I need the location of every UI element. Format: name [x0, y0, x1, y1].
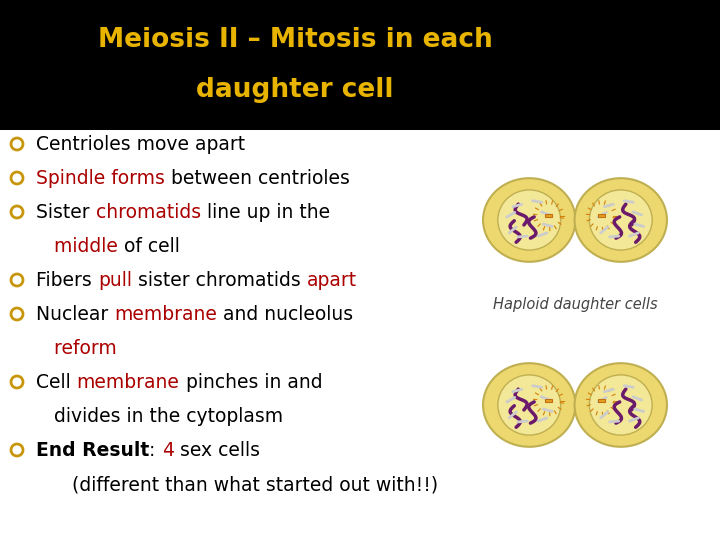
- Text: Haploid daughter cells: Haploid daughter cells: [492, 298, 657, 313]
- Text: and nucleolus: and nucleolus: [217, 306, 354, 325]
- Bar: [0, 0, 720, 130]
- Ellipse shape: [575, 363, 667, 447]
- Ellipse shape: [575, 178, 667, 262]
- Polygon shape: [598, 214, 605, 218]
- Text: :: :: [149, 442, 161, 461]
- Text: End Result: End Result: [36, 442, 149, 461]
- Ellipse shape: [498, 375, 561, 435]
- Polygon shape: [598, 399, 605, 402]
- Text: between centrioles: between centrioles: [165, 170, 350, 188]
- Text: pinches in and: pinches in and: [179, 374, 323, 393]
- Text: Cell: Cell: [36, 374, 77, 393]
- Polygon shape: [545, 214, 552, 218]
- Text: pull: pull: [98, 272, 132, 291]
- Text: Sister: Sister: [36, 204, 96, 222]
- Text: apart: apart: [307, 272, 356, 291]
- Text: (different than what started out with!!): (different than what started out with!!): [36, 476, 438, 495]
- Text: of cell: of cell: [118, 238, 180, 256]
- Ellipse shape: [483, 363, 575, 447]
- Text: Meiosis II – Mitosis in each: Meiosis II – Mitosis in each: [98, 27, 492, 53]
- Ellipse shape: [498, 190, 561, 250]
- Polygon shape: [545, 399, 552, 402]
- Text: Nuclear: Nuclear: [36, 306, 114, 325]
- Ellipse shape: [590, 375, 652, 435]
- Text: chromatids: chromatids: [96, 204, 201, 222]
- Text: line up in the: line up in the: [201, 204, 330, 222]
- Text: sex cells: sex cells: [174, 442, 260, 461]
- Text: sister chromatids: sister chromatids: [132, 272, 307, 291]
- Text: divides in the cytoplasm: divides in the cytoplasm: [36, 408, 283, 427]
- Text: 4: 4: [161, 442, 174, 461]
- Text: membrane: membrane: [114, 306, 217, 325]
- Text: Spindle forms: Spindle forms: [36, 170, 165, 188]
- Text: middle: middle: [36, 238, 118, 256]
- Ellipse shape: [590, 190, 652, 250]
- Text: reform: reform: [36, 340, 117, 359]
- Text: Centrioles move apart: Centrioles move apart: [36, 136, 245, 154]
- Text: membrane: membrane: [77, 374, 179, 393]
- Ellipse shape: [483, 178, 575, 262]
- Text: Fibers: Fibers: [36, 272, 98, 291]
- Text: daughter cell: daughter cell: [197, 77, 394, 103]
